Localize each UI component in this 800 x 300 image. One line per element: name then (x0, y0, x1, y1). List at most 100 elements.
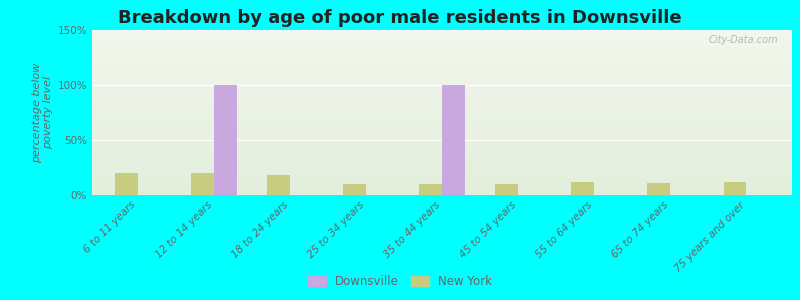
Bar (92, 108, 792, 109)
Bar (92, 182, 792, 183)
Bar (442, 85, 465, 195)
Bar (92, 122, 792, 123)
Bar (92, 184, 792, 185)
Bar (92, 87, 792, 88)
Bar (92, 114, 792, 115)
Text: Breakdown by age of poor male residents in Downsville: Breakdown by age of poor male residents … (118, 9, 682, 27)
Bar (92, 91, 792, 92)
Bar (191, 173, 214, 195)
Bar (92, 80, 792, 81)
Bar (92, 142, 792, 143)
Bar (92, 169, 792, 170)
Bar (92, 95, 792, 96)
Bar (92, 47, 792, 48)
Bar (92, 94, 792, 95)
Bar (647, 183, 670, 195)
Bar (92, 127, 792, 128)
Bar (92, 167, 792, 168)
Bar (92, 169, 792, 170)
Bar (92, 62, 792, 63)
Bar (92, 59, 792, 60)
Bar (92, 32, 792, 33)
Bar (92, 86, 792, 87)
Bar (92, 135, 792, 136)
Bar (92, 48, 792, 49)
Bar (92, 149, 792, 150)
Bar (92, 50, 792, 51)
Bar (92, 158, 792, 159)
Bar (92, 134, 792, 135)
Bar (92, 131, 792, 132)
Bar (92, 65, 792, 66)
Bar (92, 110, 792, 111)
Bar (92, 125, 792, 126)
Bar (92, 77, 792, 78)
Bar (92, 151, 792, 152)
Bar (92, 73, 792, 74)
Bar (92, 38, 792, 39)
Bar (92, 92, 792, 93)
Bar (419, 184, 442, 195)
Bar (92, 119, 792, 120)
Bar (92, 171, 792, 172)
Bar (92, 170, 792, 171)
Bar (92, 148, 792, 149)
Bar (92, 30, 792, 31)
Bar (92, 79, 792, 80)
Bar (92, 100, 792, 101)
Bar (92, 75, 792, 76)
Bar (92, 99, 792, 100)
Bar (92, 120, 792, 121)
Bar (92, 83, 792, 84)
Bar (92, 111, 792, 112)
Bar (92, 192, 792, 193)
Bar (92, 39, 792, 40)
Bar (92, 136, 792, 137)
Bar (92, 176, 792, 177)
Bar (92, 126, 792, 127)
Bar (723, 182, 746, 195)
Bar (92, 105, 792, 106)
Bar (92, 189, 792, 190)
Bar (92, 45, 792, 46)
Bar (92, 55, 792, 56)
Bar (92, 70, 792, 71)
Bar (92, 168, 792, 169)
Bar (92, 56, 792, 57)
Bar (92, 67, 792, 68)
Bar (92, 152, 792, 153)
Bar (92, 112, 792, 113)
Bar (92, 71, 792, 72)
Bar (92, 137, 792, 138)
Bar (92, 194, 792, 195)
Bar (92, 69, 792, 70)
Bar (92, 129, 792, 130)
Bar (92, 145, 792, 146)
Bar (92, 41, 792, 42)
Bar (92, 101, 792, 102)
Bar (92, 159, 792, 160)
Bar (92, 163, 792, 164)
Bar (92, 124, 792, 125)
Bar (92, 96, 792, 97)
Bar (92, 31, 792, 32)
Bar (92, 153, 792, 154)
Bar (92, 68, 792, 69)
Bar (92, 191, 792, 192)
Bar (92, 51, 792, 52)
Bar (92, 139, 792, 140)
Bar (92, 54, 792, 55)
Bar (92, 90, 792, 91)
Bar (92, 88, 792, 89)
Bar (92, 63, 792, 64)
Bar (92, 117, 792, 118)
Bar (92, 37, 792, 38)
Bar (92, 66, 792, 67)
Text: City-Data.com: City-Data.com (708, 35, 778, 45)
Bar (92, 82, 792, 83)
Bar (92, 121, 792, 122)
Bar (92, 43, 792, 44)
Bar (92, 52, 792, 53)
Bar (92, 186, 792, 187)
Bar (92, 140, 792, 141)
